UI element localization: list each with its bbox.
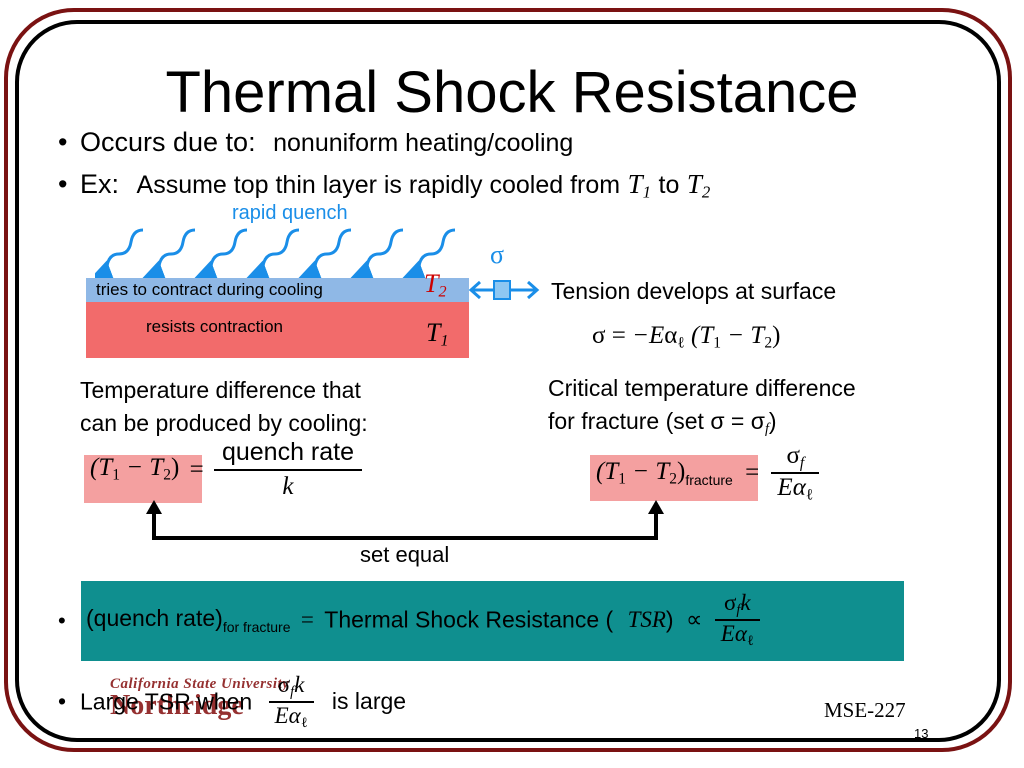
t1-symbol: T1 <box>627 169 651 202</box>
top-layer: tries to contract during cooling <box>86 278 469 302</box>
tension-arrow <box>468 280 540 300</box>
bottom-layer-text: resists contraction <box>146 317 283 336</box>
t2-layer-label: T2 <box>424 269 447 301</box>
bullet-occurs-label: Occurs due to: <box>80 127 256 157</box>
tsr-highlight <box>81 581 904 661</box>
bullet-dot: • <box>58 127 68 157</box>
left-eq-highlight <box>84 455 202 503</box>
quench-arrow-4 <box>244 228 300 283</box>
quench-arrow-3 <box>192 228 248 283</box>
left-caption: Temperature difference that can be produ… <box>80 377 368 436</box>
course-code: MSE-227 <box>824 698 906 722</box>
bullet-dot: • <box>58 169 68 199</box>
set-equal-label: set equal <box>360 542 450 567</box>
tsr-equation: (quench rate)for fracture = Thermal Shoc… <box>86 590 760 650</box>
to-word: to <box>658 171 680 199</box>
bullet-example: • Ex: Assume top thin layer is rapidly co… <box>58 168 710 209</box>
set-equal-connector <box>146 500 664 540</box>
cooling-equation: (T1 − T2) = quench rate k <box>90 438 362 501</box>
quench-arrow-7 <box>400 228 456 283</box>
slide-frame-outer <box>4 8 1012 752</box>
page-number: 13 <box>914 726 929 741</box>
t1-layer-label: T1 <box>426 318 449 350</box>
slide-title: Thermal Shock Resistance <box>165 60 859 125</box>
right-eq-highlight <box>590 455 758 501</box>
bullet-example-text: Assume top thin layer is rapidly cooled … <box>136 171 621 199</box>
bottom-layer: resists contraction <box>86 302 469 358</box>
fracture-equation: (T1 − T2)fracture = σf Eαℓ <box>596 442 820 505</box>
bullet-example-label: Ex: <box>80 169 120 199</box>
quench-arrow-2 <box>140 228 196 283</box>
quench-arrow-1 <box>95 228 144 283</box>
rapid-quench-label: rapid quench <box>232 202 348 224</box>
quench-arrow-5 <box>296 228 352 283</box>
logo-university: California State University <box>110 676 290 692</box>
bullet-large-tsr: • Large TSR when σfk Eαℓ is large <box>58 672 407 731</box>
right-caption: Critical temperature difference for frac… <box>548 375 856 437</box>
quench-arrow-6 <box>348 228 404 283</box>
bullet-dot: • <box>58 608 66 633</box>
tension-text: Tension develops at surface <box>551 278 837 304</box>
sigma-symbol: σ <box>490 240 505 269</box>
stress-equation: σ = −Eαℓ (T1 − T2) <box>592 322 781 352</box>
quench-arrows <box>95 228 456 283</box>
csun-logo: California State University Northridge <box>110 676 290 721</box>
bullet-occurs-text: nonuniform heating/cooling <box>273 129 574 157</box>
t2-symbol: T2 <box>686 169 711 202</box>
top-layer-text: tries to contract during cooling <box>96 280 323 299</box>
bullet-occurs: • Occurs due to: nonuniform heating/cooli… <box>58 126 573 159</box>
logo-northridge: Northridge <box>110 690 244 721</box>
